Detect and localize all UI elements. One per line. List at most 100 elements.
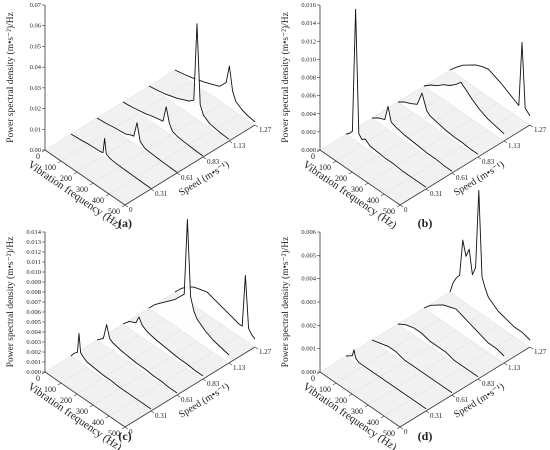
z-tick-label: 0.012 <box>301 38 316 45</box>
y-tick-label: 1.13 <box>233 142 246 150</box>
y-tick-label: 0.83 <box>207 158 220 166</box>
y-tick-label: 0 <box>404 428 408 436</box>
x-tick-label: 200 <box>60 174 72 183</box>
z-tick-label: 0.016 <box>301 2 316 9</box>
series-line-0.31 <box>345 349 427 410</box>
z-tick-label: 0.012 <box>26 249 41 256</box>
y-tick-label: 0.61 <box>456 174 469 182</box>
y-tick-mark <box>451 394 456 398</box>
y-tick-mark <box>529 346 534 350</box>
z-tick-label: 0.001 <box>301 346 316 353</box>
series-fill-0.31 <box>346 9 426 190</box>
z-tick-label: 0.002 <box>301 129 316 136</box>
floor-grid-line <box>108 113 240 195</box>
series-fill-1.13 <box>424 82 504 141</box>
series-fill-0.31 <box>71 134 151 189</box>
x-tick-label: 500 <box>383 207 395 216</box>
y-tick-label: 0.61 <box>181 396 194 404</box>
x-tick-label: 500 <box>108 207 120 216</box>
z-tick-label: 0.014 <box>301 20 316 27</box>
series-fill-1.27 <box>450 190 530 347</box>
y-axis-line <box>399 346 531 428</box>
y-tick-label: 0 <box>129 206 133 214</box>
series-line-0.61 <box>371 105 453 172</box>
z-tick-label: 0.002 <box>301 322 316 329</box>
series-line-1.27 <box>174 274 256 340</box>
z-tick-label: 0.010 <box>301 56 316 63</box>
x-tick-mark <box>380 193 385 197</box>
x-tick-label: 200 <box>60 396 72 405</box>
floor-grid-line <box>44 69 176 151</box>
x-tick-label: 300 <box>76 407 88 416</box>
series-fill-0.83 <box>123 102 203 157</box>
x-tick-label: 0 <box>36 374 40 383</box>
y-axis-line <box>124 346 256 428</box>
series-line-0.83 <box>122 316 204 377</box>
x-tick-mark <box>105 415 110 419</box>
y-tick-mark <box>150 188 155 192</box>
panel-label: (d) <box>418 429 433 443</box>
y-tick-label: 0.31 <box>155 190 168 198</box>
x-tick-label: 200 <box>335 174 347 183</box>
y-tick-label: 1.13 <box>508 142 521 150</box>
series-line-1.27 <box>449 190 531 341</box>
series-line-0.61 <box>96 117 178 173</box>
y-tick-mark <box>399 426 404 430</box>
x-axis-line <box>319 149 401 206</box>
series-fill-0.61 <box>97 118 177 173</box>
z-tick-label: 0.03 <box>30 85 41 92</box>
y-tick-mark <box>202 156 207 160</box>
y-tick-label: 0 <box>404 206 408 214</box>
x-tick-label: 400 <box>367 196 379 205</box>
z-tick-label: 0.008 <box>26 289 41 296</box>
z-tick-label: 0.000 <box>301 369 316 376</box>
series-line-0.31 <box>70 133 152 189</box>
series-fill-0.31 <box>71 333 151 411</box>
floor-plane <box>45 70 255 205</box>
series-line-0.83 <box>122 101 204 157</box>
y-tick-label: 0.61 <box>181 174 194 182</box>
y-tick-mark <box>124 204 129 208</box>
z-axis-label: Power spectral density (m•s⁻²)/Hz <box>280 12 291 143</box>
x-tick-label: 300 <box>351 407 363 416</box>
floor-grid-line <box>319 291 451 373</box>
y-tick-mark <box>529 124 534 128</box>
floor-plane <box>320 70 530 205</box>
x-tick-mark <box>380 415 385 419</box>
z-axis-label: Power spectral density (m•s⁻²)/Hz <box>5 12 16 143</box>
y-tick-mark <box>425 410 430 414</box>
y-tick-mark <box>176 394 181 398</box>
y-tick-label: 0 <box>129 428 133 436</box>
series-line-1.27 <box>174 65 256 123</box>
x-tick-mark <box>89 404 94 408</box>
series-fill-0.31 <box>346 349 426 411</box>
z-tick-label: 0.00 <box>30 147 41 154</box>
y-tick-label: 0.61 <box>456 396 469 404</box>
z-tick-label: 0.04 <box>30 64 42 71</box>
y-tick-label: 1.27 <box>259 126 272 134</box>
x-tick-label: 400 <box>367 418 379 427</box>
z-tick-label: 0.006 <box>301 229 316 236</box>
z-tick-label: 0.003 <box>26 339 41 346</box>
floor-plane <box>320 292 530 427</box>
x-tick-mark <box>396 204 401 208</box>
series-line-0.83 <box>397 323 479 378</box>
x-axis-line <box>319 371 401 428</box>
z-tick-label: 0.005 <box>301 252 316 259</box>
floor-grid-line <box>60 80 192 162</box>
x-tick-mark <box>396 426 401 430</box>
floor-plane <box>45 292 255 427</box>
x-tick-mark <box>332 382 337 386</box>
z-tick-label: 0.02 <box>30 106 41 113</box>
z-tick-label: 0.001 <box>26 359 41 366</box>
y-axis-line <box>399 124 531 206</box>
y-axis-line <box>124 124 256 206</box>
x-tick-mark <box>105 193 110 197</box>
x-tick-label: 100 <box>44 385 56 394</box>
z-tick-label: 0.006 <box>26 309 41 316</box>
series-line-0.31 <box>70 333 152 410</box>
z-tick-label: 0.011 <box>27 259 41 266</box>
x-tick-mark <box>316 149 321 153</box>
y-tick-mark <box>228 140 233 144</box>
series-line-1.13 <box>148 218 230 356</box>
